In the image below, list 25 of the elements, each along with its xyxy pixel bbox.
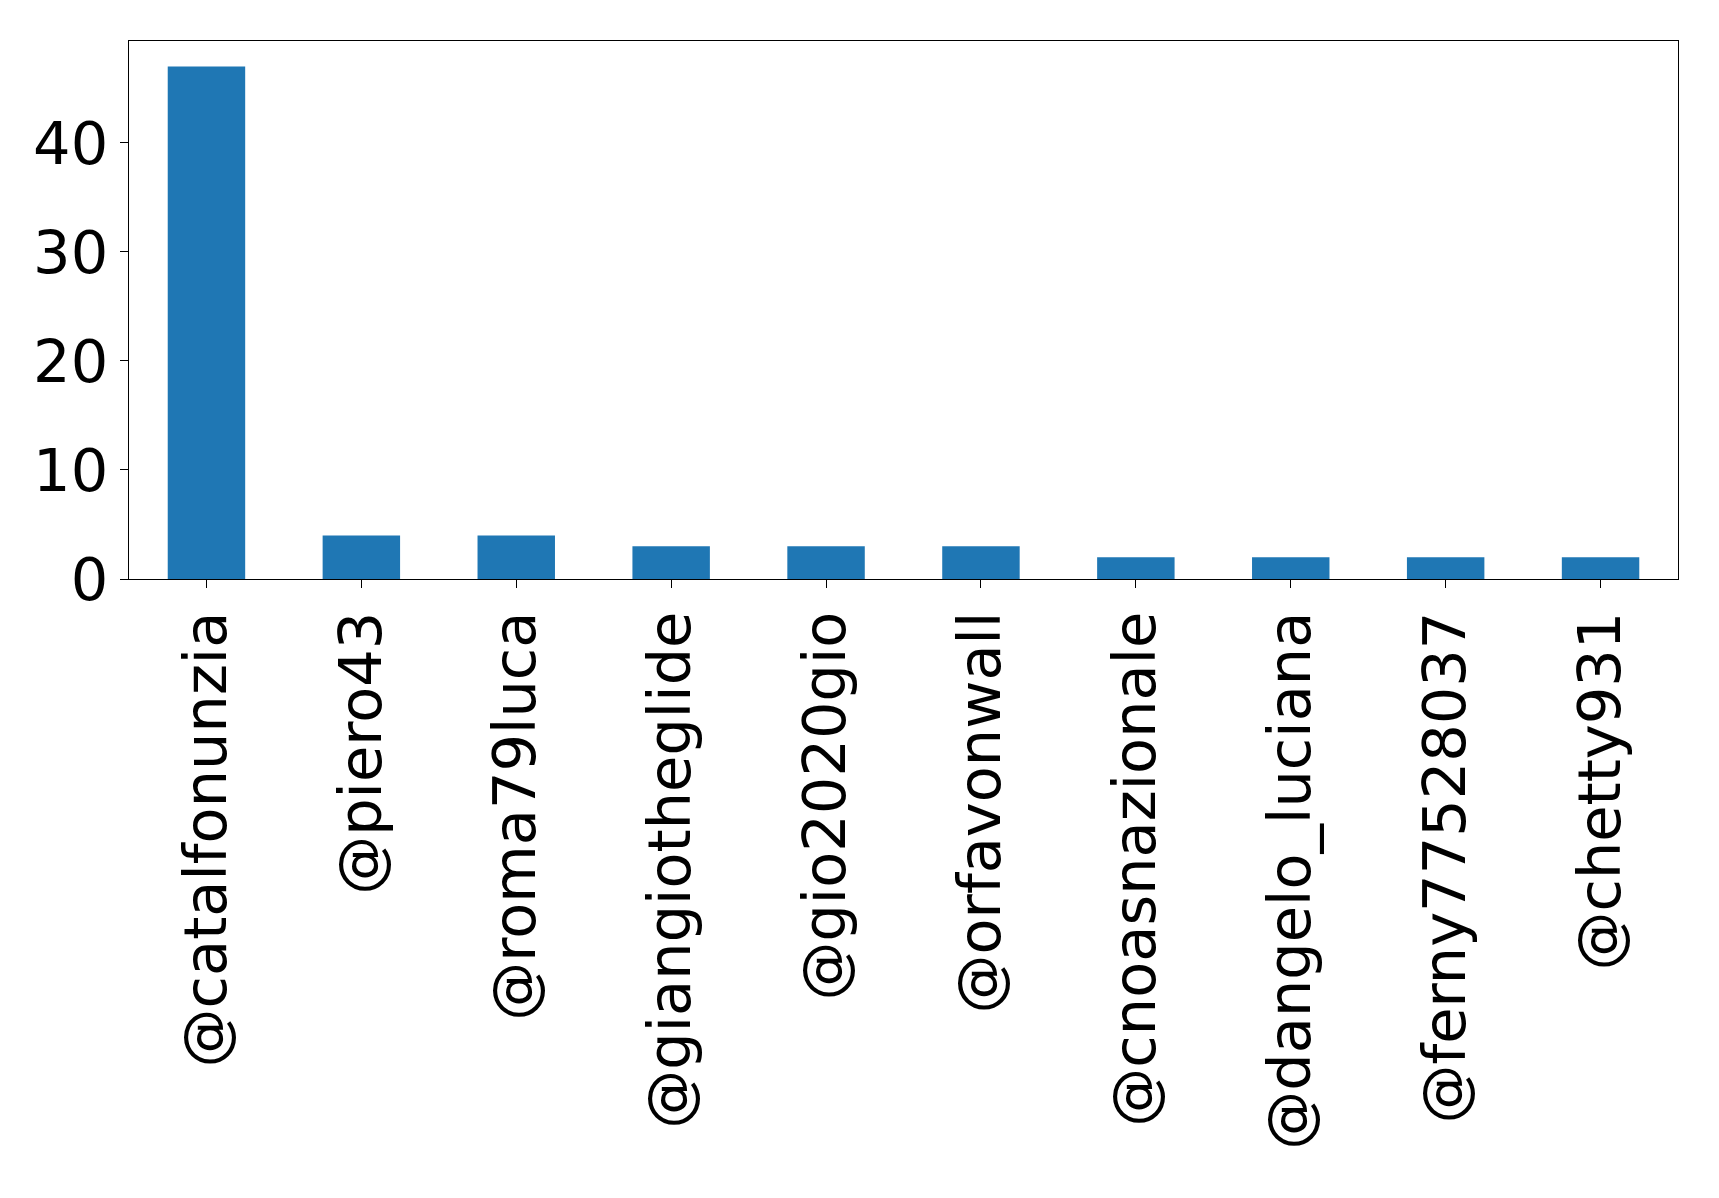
bar xyxy=(167,66,246,579)
x-tick-label: @ferny77528037 xyxy=(1409,611,1479,1124)
bar xyxy=(632,546,710,579)
bar xyxy=(787,546,865,579)
bar xyxy=(1252,557,1330,579)
x-tick-label: @dangelo_luciana xyxy=(1254,611,1324,1150)
x-tick-label: @roma79luca xyxy=(480,611,550,1021)
y-tick-label: 30 xyxy=(33,217,109,287)
bar xyxy=(477,535,555,579)
y-tick-label: 40 xyxy=(33,108,109,178)
bar xyxy=(1097,557,1175,579)
x-tick-label: @cnoasnazionale xyxy=(1100,611,1170,1127)
y-tick-label: 0 xyxy=(70,544,109,614)
x-tick-label: @gio2020gio xyxy=(790,611,860,1001)
bar xyxy=(1561,557,1640,579)
x-tick-label: @orfavonwall xyxy=(945,611,1015,1014)
bar xyxy=(942,546,1020,579)
bar xyxy=(322,535,401,579)
x-tick-label: @piero43 xyxy=(325,611,395,895)
x-tick-label: @chetty931 xyxy=(1564,611,1634,971)
x-tick-label: @giangiotheglide xyxy=(635,611,705,1129)
y-tick-label: 20 xyxy=(33,326,109,396)
x-tick-label: @catalfonunzia xyxy=(170,611,240,1068)
y-tick-label: 10 xyxy=(33,435,109,505)
bar xyxy=(1406,557,1485,579)
